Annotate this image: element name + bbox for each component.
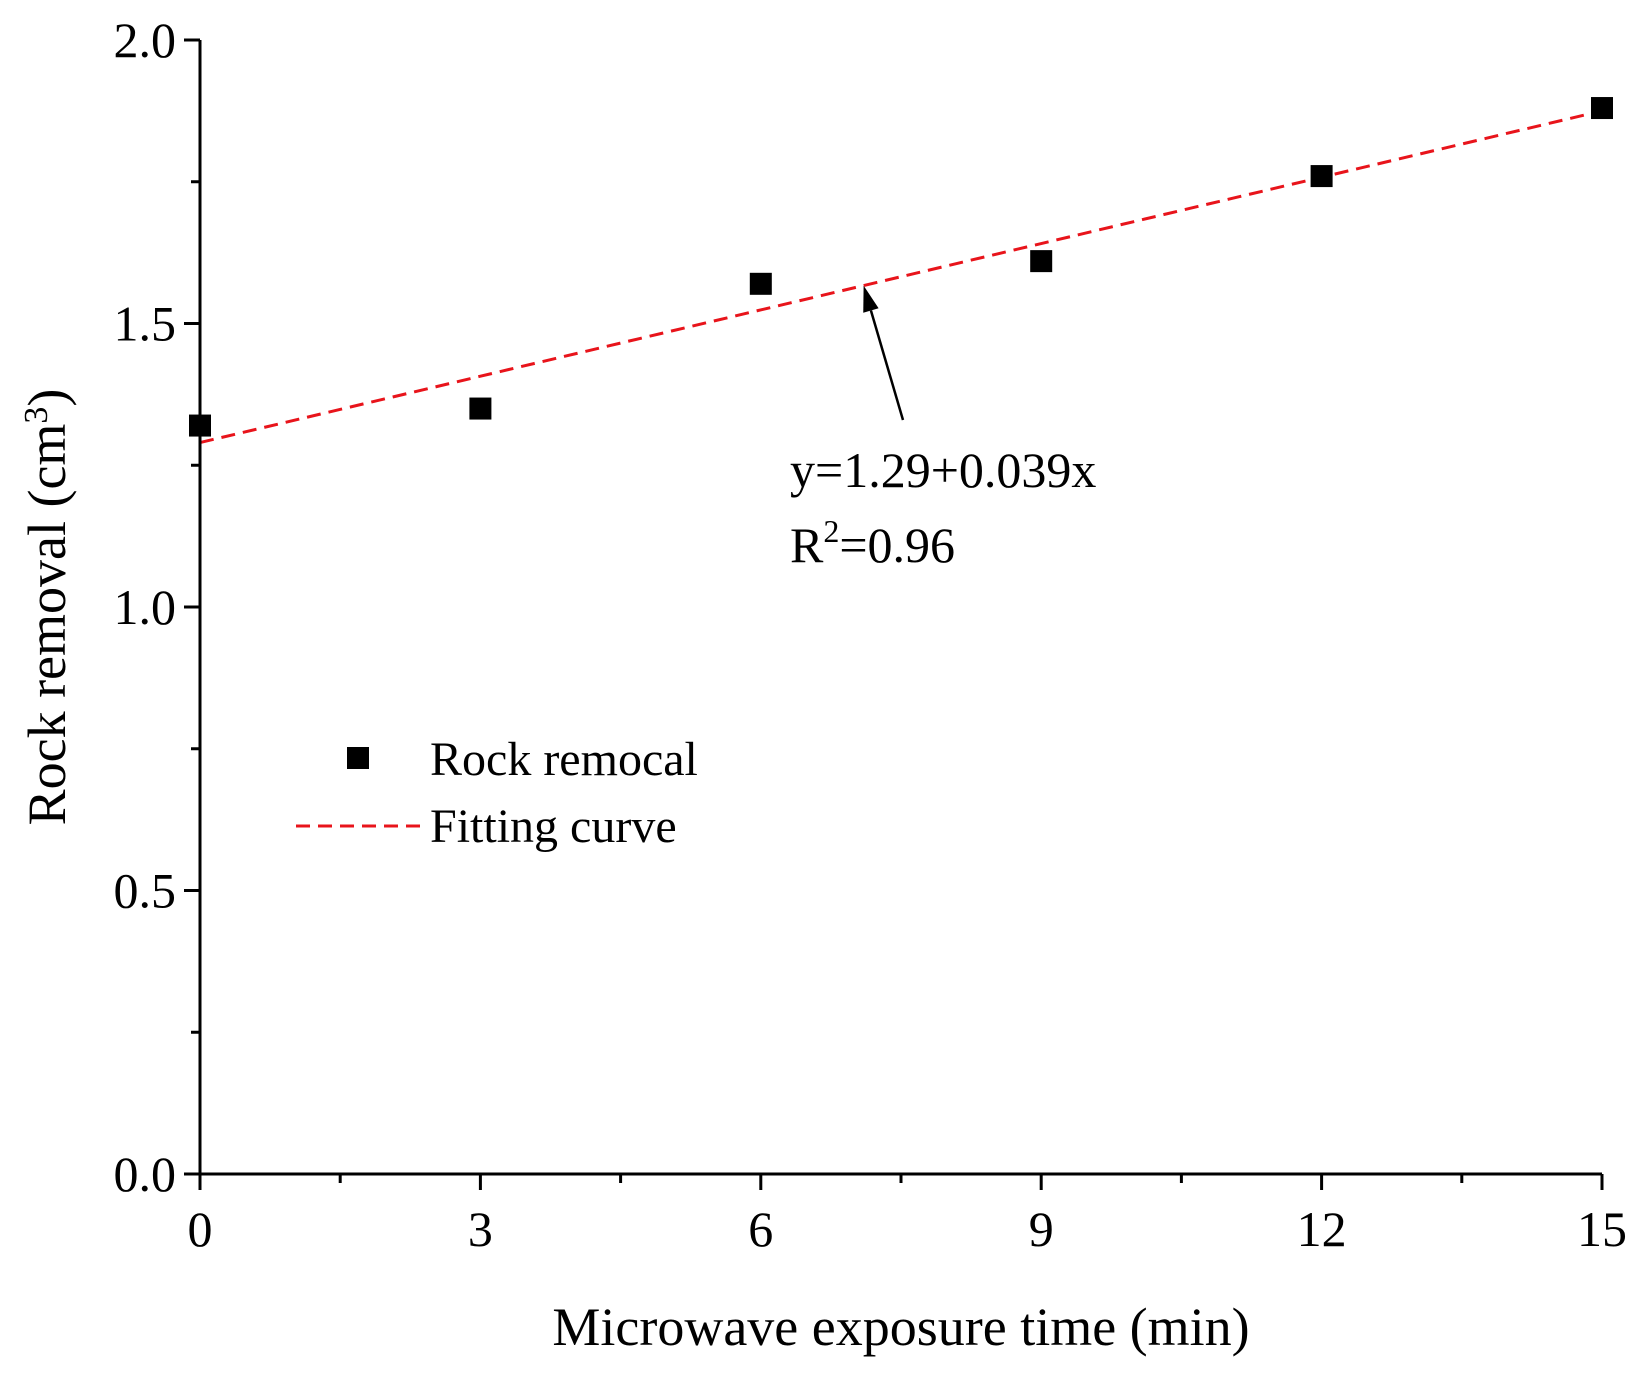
x-tick-label: 6 [748,1201,773,1257]
y-tick-label: 1.0 [114,579,177,635]
y-axis-title-close: ) [17,389,77,407]
data-point-marker [1030,250,1053,273]
y-axis-title-main: Rock removal (cm [17,424,77,826]
data-point-marker [469,397,492,420]
data-markers [189,97,1613,437]
y-axis-title-sup: 3 [18,407,55,424]
x-ticks: 0 3 6 9 12 15 [188,1174,1627,1257]
annotation-r2-sup: 2 [823,513,839,549]
annotation-r2-value: =0.96 [839,517,955,573]
x-tick-label: 9 [1029,1201,1054,1257]
annotation-r2-prefix: R [790,517,824,573]
annotation-r2: R2=0.96 [790,513,955,573]
y-tick-label: 2.0 [114,12,177,68]
y-ticks: 0.0 0.5 1.0 1.5 2.0 [114,12,200,1202]
legend-label-fitting-curve: Fitting curve [430,800,677,853]
data-point-marker [749,272,772,295]
x-tick-label: 15 [1577,1201,1627,1257]
y-axis-title: Rock removal (cm3) [17,389,77,826]
legend: Rock remocal Fitting curve [296,733,698,853]
annotation-arrow [869,310,905,421]
x-tick-label: 12 [1297,1201,1347,1257]
fit-line [199,109,1603,445]
y-tick-label: 0.5 [114,863,177,919]
data-point-marker [1310,165,1333,188]
x-axis-title: Microwave exposure time (min) [552,1297,1249,1357]
annotation-arrow-head [863,285,879,313]
y-tick-label: 0.0 [114,1146,177,1202]
legend-label-rock-remocal: Rock remocal [430,733,698,786]
x-tick-label: 3 [468,1201,493,1257]
data-point-marker [1591,97,1613,120]
data-point-marker [189,414,211,437]
legend-marker-square [347,747,369,769]
x-tick-label: 0 [188,1201,213,1257]
y-tick-label: 1.5 [114,296,177,352]
annotation-equation: y=1.29+0.039x [790,442,1096,498]
